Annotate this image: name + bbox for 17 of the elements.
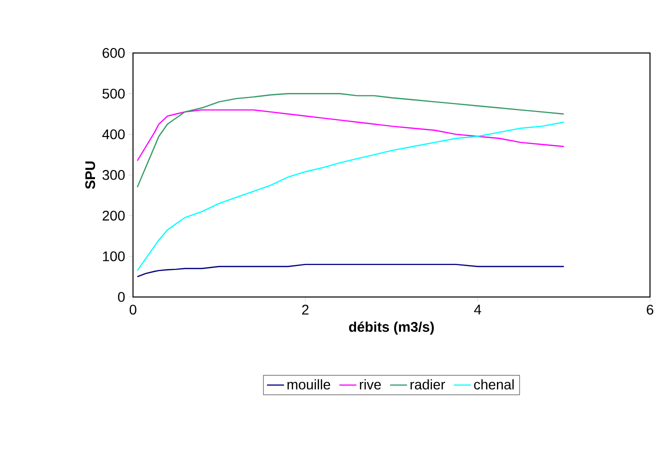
x-tick-label: 2 [302,304,309,314]
x-tick-label: 6 [646,304,654,315]
y-tick-label: 500 [102,88,125,99]
legend-label: chenal [474,379,514,390]
x-axis-title: débits (m3/s) [349,321,434,335]
y-tick-label: 300 [102,170,125,180]
y-tick-label: 400 [102,129,125,140]
y-tick-label: 0 [118,292,125,302]
y-tick-label: 100 [103,251,125,262]
x-tick-label: 4 [474,304,482,314]
legend-label: rive [360,379,381,390]
y-axis-title: SPU [85,162,96,189]
legend-label: radier [410,379,446,390]
y-tick-label: 600 [102,48,125,58]
y-tick-label: 200 [102,210,125,221]
legend-label: mouille [288,379,330,390]
x-tick-label: 0 [130,304,136,315]
